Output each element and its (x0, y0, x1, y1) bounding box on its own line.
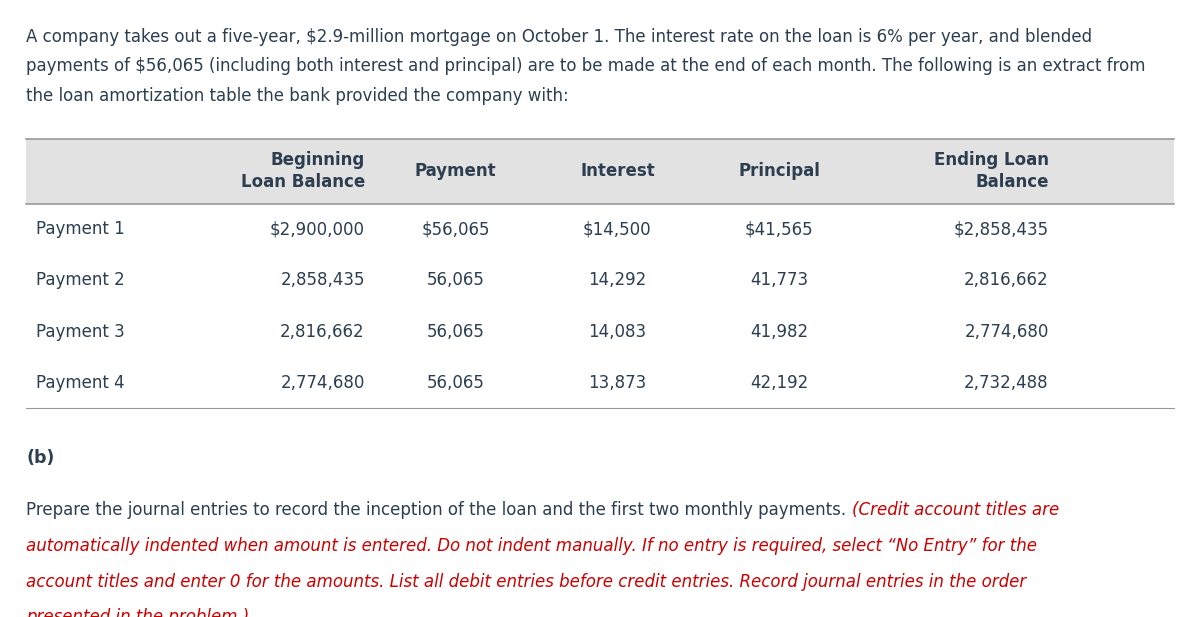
Text: $41,565: $41,565 (745, 220, 814, 238)
Text: A company takes out a five-year, $2.9-million mortgage on October 1. The interes: A company takes out a five-year, $2.9-mi… (26, 28, 1092, 46)
Text: Prepare the journal entries to record the inception of the loan and the first tw: Prepare the journal entries to record th… (26, 501, 852, 519)
Text: payments of $56,065 (including both interest and principal) are to be made at th: payments of $56,065 (including both inte… (26, 57, 1146, 75)
Text: Payment 2: Payment 2 (36, 271, 125, 289)
Text: Principal: Principal (738, 162, 821, 180)
Text: $56,065: $56,065 (421, 220, 490, 238)
Text: $2,858,435: $2,858,435 (954, 220, 1049, 238)
Text: $2,900,000: $2,900,000 (270, 220, 365, 238)
Text: 2,816,662: 2,816,662 (280, 323, 365, 341)
Text: 56,065: 56,065 (426, 271, 485, 289)
Text: 2,774,680: 2,774,680 (965, 323, 1049, 341)
Bar (26, 139, 1174, 204)
Text: Payment 3: Payment 3 (36, 323, 125, 341)
Text: (b): (b) (26, 449, 55, 466)
Text: 42,192: 42,192 (750, 374, 809, 392)
Text: 14,292: 14,292 (588, 271, 647, 289)
Text: Payment 1: Payment 1 (36, 220, 125, 238)
Text: 2,858,435: 2,858,435 (281, 271, 365, 289)
Text: 56,065: 56,065 (426, 323, 485, 341)
Text: 2,774,680: 2,774,680 (281, 374, 365, 392)
Text: $14,500: $14,500 (583, 220, 652, 238)
Text: 41,982: 41,982 (750, 323, 809, 341)
Text: Payment 4: Payment 4 (36, 374, 125, 392)
Text: the loan amortization table the bank provided the company with:: the loan amortization table the bank pro… (26, 87, 569, 105)
Text: 41,773: 41,773 (750, 271, 809, 289)
Text: 2,816,662: 2,816,662 (964, 271, 1049, 289)
Text: Payment: Payment (414, 162, 497, 180)
Text: (Credit account titles are: (Credit account titles are (852, 501, 1060, 519)
Text: account titles and enter 0 for the amounts. List all debit entries before credit: account titles and enter 0 for the amoun… (26, 573, 1027, 590)
Text: Ending Loan
Balance: Ending Loan Balance (934, 151, 1049, 191)
Text: 2,732,488: 2,732,488 (964, 374, 1049, 392)
Text: presented in the problem.): presented in the problem.) (26, 608, 250, 617)
Text: 14,083: 14,083 (588, 323, 647, 341)
Text: 13,873: 13,873 (588, 374, 647, 392)
Text: Interest: Interest (580, 162, 655, 180)
Text: 56,065: 56,065 (426, 374, 485, 392)
Text: Beginning
Loan Balance: Beginning Loan Balance (240, 151, 365, 191)
Text: automatically indented when amount is entered. Do not indent manually. If no ent: automatically indented when amount is en… (26, 537, 1038, 555)
